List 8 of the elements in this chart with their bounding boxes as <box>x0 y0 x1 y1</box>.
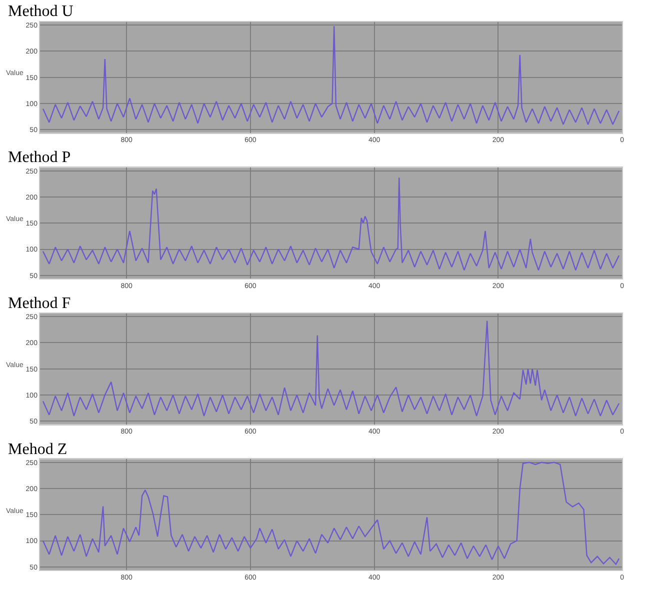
chart-title: Method U <box>8 3 74 20</box>
line-series <box>42 177 620 271</box>
line-series <box>42 462 620 565</box>
line-series <box>42 26 620 126</box>
line-series <box>42 320 620 417</box>
chart-title: Mehod Z <box>8 441 68 458</box>
chart-title: Method P <box>8 149 71 166</box>
chart-title: Method F <box>8 295 71 312</box>
